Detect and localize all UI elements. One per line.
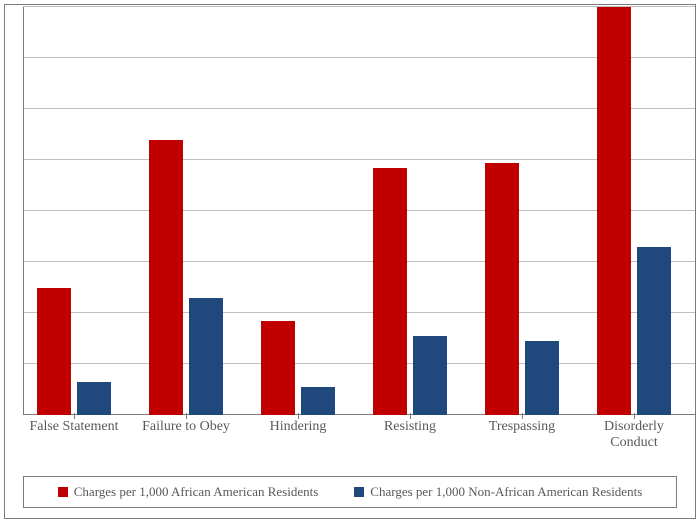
bar — [373, 168, 407, 415]
chart-frame: False StatementFailure to ObeyHinderingR… — [0, 0, 700, 525]
gridline — [23, 159, 696, 160]
bar — [149, 140, 183, 415]
gridline — [23, 6, 696, 7]
x-axis-label: Resisting — [354, 419, 466, 435]
x-axis-line — [23, 414, 696, 415]
gridline — [23, 363, 696, 364]
bar — [37, 288, 71, 416]
bar — [189, 298, 223, 415]
legend-item-series-2: Charges per 1,000 Non-African American R… — [354, 484, 642, 500]
gridline — [23, 108, 696, 109]
y-axis-line — [23, 7, 24, 415]
bar — [77, 382, 111, 415]
plot-area — [23, 7, 696, 415]
x-axis-labels: False StatementFailure to ObeyHinderingR… — [23, 419, 696, 461]
x-axis-label: False Statement — [18, 419, 130, 435]
gridline — [23, 261, 696, 262]
gridline — [23, 312, 696, 313]
bar — [413, 336, 447, 415]
bar — [525, 341, 559, 415]
x-axis-label: Failure to Obey — [130, 419, 242, 435]
bar — [301, 387, 335, 415]
legend-label: Charges per 1,000 African American Resid… — [74, 484, 319, 500]
chart-container: False StatementFailure to ObeyHinderingR… — [4, 4, 696, 519]
x-axis-label: Hindering — [242, 419, 354, 435]
legend-item-series-1: Charges per 1,000 African American Resid… — [58, 484, 319, 500]
bar — [597, 7, 631, 415]
x-axis-label: Disorderly Conduct — [578, 419, 690, 451]
legend-label: Charges per 1,000 Non-African American R… — [370, 484, 642, 500]
legend: Charges per 1,000 African American Resid… — [23, 476, 677, 508]
bar — [485, 163, 519, 415]
gridline — [23, 57, 696, 58]
x-axis-label: Trespassing — [466, 419, 578, 435]
bar — [637, 247, 671, 415]
gridline — [23, 210, 696, 211]
legend-swatch-icon — [354, 487, 364, 497]
legend-swatch-icon — [58, 487, 68, 497]
bar — [261, 321, 295, 415]
